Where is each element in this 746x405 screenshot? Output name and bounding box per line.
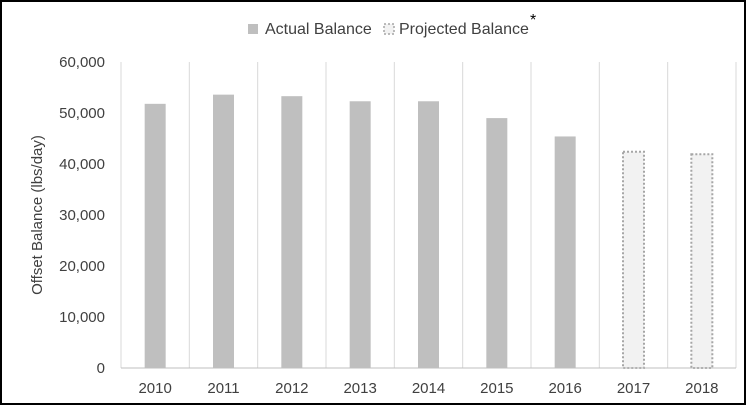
x-tick-label: 2017 [617, 380, 650, 397]
x-tick-label: 2011 [207, 380, 239, 397]
bar-actual-balance [144, 103, 166, 368]
x-tick-label: 2016 [548, 380, 581, 397]
bar-actual-balance [349, 101, 371, 369]
y-tick-label: 30,000 [59, 207, 105, 224]
x-tick-label: 2014 [412, 380, 445, 397]
y-axis-label: Offset Balance (lbs/day) [29, 135, 46, 295]
legend-label-projected: Projected Balance [399, 21, 529, 38]
legend: Actual Balance Projected Balance * [248, 12, 536, 38]
x-tick-labels: 2010 2011 2012 2013 2014 2015 2016 2017 2018 [138, 380, 718, 397]
x-tick-label: 2012 [275, 380, 308, 397]
bar-actual-balance [213, 94, 234, 368]
bar-actual-balance [281, 96, 303, 369]
x-tick-label: 2018 [685, 380, 718, 397]
bar-projected-balance [622, 150, 645, 369]
x-tick-label: 2015 [480, 380, 513, 397]
x-tick-label: 2010 [138, 380, 171, 397]
y-tick-label: 60,000 [59, 54, 105, 71]
y-tick-label: 0 [97, 360, 105, 377]
bar-projected-balance [690, 153, 714, 369]
legend-swatch-projected [383, 23, 395, 35]
bar-actual-balance [418, 101, 439, 369]
legend-label-actual: Actual Balance [265, 21, 372, 38]
x-tick-label: 2013 [343, 380, 376, 397]
legend-asterisk: * [530, 12, 536, 29]
bars [144, 94, 714, 369]
legend-swatch-actual [248, 24, 258, 34]
y-tick-label: 40,000 [59, 156, 105, 173]
grid-lines [120, 62, 737, 368]
y-tick-label: 20,000 [59, 258, 105, 275]
y-tick-labels: 0 10,000 20,000 30,000 40,000 50,000 60,000 [59, 54, 105, 377]
y-tick-label: 10,000 [59, 309, 105, 326]
bar-actual-balance [486, 118, 508, 368]
bar-actual-balance [554, 136, 576, 368]
y-tick-label: 50,000 [59, 105, 105, 122]
